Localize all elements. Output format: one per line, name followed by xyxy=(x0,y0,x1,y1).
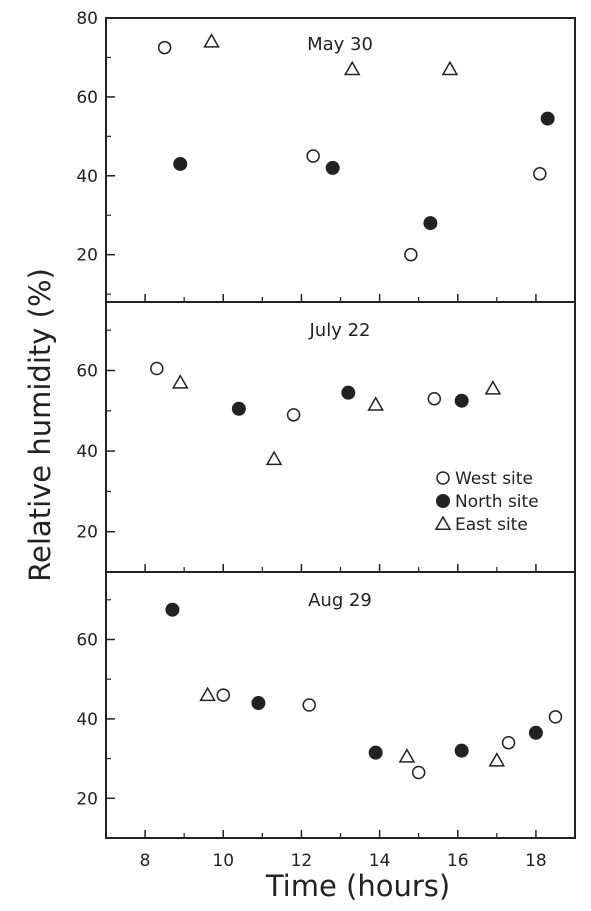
x-tick-label: 8 xyxy=(140,851,151,871)
north-site-point xyxy=(368,745,383,760)
west-site-point xyxy=(404,247,418,262)
y-tick-label: 80 xyxy=(76,9,98,29)
north-site-point xyxy=(423,216,438,231)
north-site-point xyxy=(454,393,469,408)
legend-label: West site xyxy=(455,469,533,489)
panel-1: 20 40 60 80 May 30 xyxy=(76,9,576,303)
y-tick-label: 20 xyxy=(76,246,98,266)
panel-title: July 22 xyxy=(309,320,371,341)
y-tick-label: 20 xyxy=(76,789,98,809)
west-site-point xyxy=(150,361,164,376)
x-axis: 8 10 12 14 16 18 xyxy=(140,851,547,871)
north-site-point xyxy=(540,111,555,126)
west-site-point xyxy=(411,765,426,780)
y-tick-label: 40 xyxy=(76,442,98,462)
legend-label: North site xyxy=(455,492,539,512)
y-tick-label: 40 xyxy=(76,710,98,730)
legend-label: East site xyxy=(455,515,528,535)
x-tick-label: 14 xyxy=(369,851,391,871)
panel-3: 20 40 60 Aug 29 xyxy=(76,571,576,839)
east-site-point xyxy=(343,60,361,76)
west-site-point xyxy=(533,167,547,181)
east-site-point xyxy=(484,380,502,395)
chart-panels: 20 40 60 80 May 30 20 40 60 July 22 20 40 60 Aug 29 xyxy=(76,9,576,839)
east-site-point xyxy=(367,396,384,411)
panel-title: May 30 xyxy=(307,34,373,55)
y-tick-label: 40 xyxy=(76,167,98,187)
west-site-point xyxy=(306,149,320,163)
y-tick-label: 60 xyxy=(76,362,98,382)
y-tick-label: 20 xyxy=(76,523,98,543)
west-site-point xyxy=(501,735,516,750)
legend-marker xyxy=(436,471,450,485)
y-axis-title: Relative humidity (%) xyxy=(23,268,57,582)
legend: West site North site East site xyxy=(434,469,539,535)
x-tick-label: 16 xyxy=(447,851,469,871)
north-site-point xyxy=(528,725,543,740)
west-site-point xyxy=(548,710,563,724)
east-site-point xyxy=(265,450,283,466)
x-tick-label: 18 xyxy=(525,851,547,871)
east-site-point xyxy=(398,748,416,763)
north-site-point xyxy=(165,602,180,617)
x-tick-label: 10 xyxy=(212,851,234,871)
x-tick-label: 12 xyxy=(291,851,313,871)
east-site-point xyxy=(203,33,220,48)
north-site-point xyxy=(341,385,356,400)
east-site-point xyxy=(441,60,459,76)
west-site-point xyxy=(286,408,301,422)
y-tick-label: 60 xyxy=(76,88,98,108)
west-site-point xyxy=(157,40,172,55)
x-axis-title: Time (hours) xyxy=(265,869,450,903)
north-site-point xyxy=(251,696,266,711)
west-site-point xyxy=(427,391,442,406)
north-site-point xyxy=(173,156,188,171)
legend-item-west: West site xyxy=(436,469,533,489)
north-site-point xyxy=(231,401,246,416)
north-site-point xyxy=(325,160,340,175)
legend-marker xyxy=(436,494,450,508)
panel-title: Aug 29 xyxy=(308,590,372,611)
west-site-point xyxy=(302,698,316,712)
legend-marker xyxy=(434,515,452,530)
east-site-point xyxy=(199,686,216,702)
legend-item-east: East site xyxy=(434,515,528,535)
north-site-point xyxy=(454,743,469,758)
east-site-point xyxy=(488,752,506,767)
legend-item-north: North site xyxy=(436,492,539,512)
west-site-point xyxy=(216,688,230,702)
east-site-point xyxy=(171,374,189,389)
y-tick-label: 60 xyxy=(76,630,98,650)
